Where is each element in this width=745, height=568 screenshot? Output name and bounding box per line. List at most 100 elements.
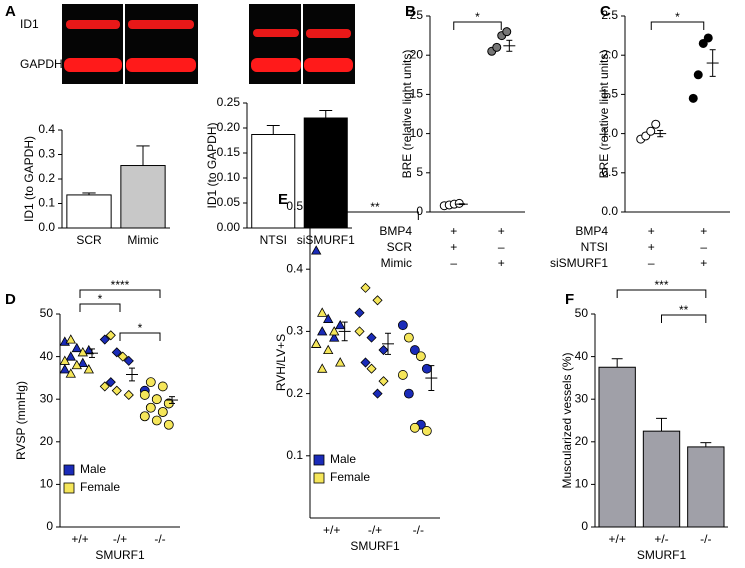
- y-tick-label: 0.2: [286, 386, 303, 400]
- table-row-label: Mimic: [381, 256, 412, 270]
- table-cell: +: [648, 224, 655, 238]
- y-axis-label: RVH/LV+S: [274, 334, 288, 391]
- y-tick-label: 0.10: [217, 170, 241, 184]
- legend-label: Male: [80, 462, 106, 476]
- point: [59, 364, 70, 374]
- y-tick-label: 25: [410, 8, 424, 22]
- y-tick-label: 1.5: [601, 87, 618, 101]
- x-axis-label: SMURF1: [95, 548, 145, 562]
- y-tick-label: 0.3: [286, 324, 303, 338]
- y-tick-label: 0.2: [38, 171, 55, 185]
- legend-swatch: [313, 472, 325, 484]
- x-tick-label: Mimic: [127, 233, 158, 247]
- significance-bracket: [79, 289, 161, 298]
- y-tick-label: 0.25: [217, 95, 241, 109]
- y-tick-label: 2.5: [601, 8, 618, 22]
- x-tick-label: +/-: [654, 532, 668, 546]
- x-tick-label: -/-: [154, 532, 165, 546]
- table-row-label: siSMURF1: [550, 256, 608, 270]
- y-tick-label: 50: [575, 306, 589, 320]
- band: [66, 20, 120, 29]
- significance-bracket: [661, 314, 707, 323]
- table-cell: +: [700, 224, 707, 238]
- x-tick-label: -/+: [113, 532, 127, 546]
- panel-label: F: [565, 291, 574, 308]
- significance-label: *: [138, 321, 143, 335]
- point: [71, 359, 82, 370]
- table-row-label: BMP4: [379, 224, 412, 238]
- table-cell: –: [648, 256, 655, 270]
- legend-swatch: [313, 454, 325, 466]
- band: [64, 58, 122, 72]
- table-cell: +: [450, 224, 457, 238]
- y-tick-label: 10: [410, 126, 424, 140]
- point: [492, 42, 502, 52]
- point: [372, 295, 383, 306]
- bar: [303, 117, 348, 229]
- significance-bracket: [119, 332, 161, 341]
- bar: [251, 134, 296, 229]
- point: [409, 422, 420, 433]
- table-cell: –: [450, 256, 457, 270]
- y-tick-label: 50: [40, 306, 54, 320]
- significance-label: *: [475, 10, 480, 24]
- point: [703, 33, 713, 43]
- y-tick-label: 20: [575, 434, 589, 448]
- y-tick-label: 10: [40, 477, 54, 491]
- y-tick-label: 15: [410, 87, 424, 101]
- y-tick-label: 0.15: [217, 145, 241, 159]
- y-tick-label: 0.20: [217, 120, 241, 134]
- x-tick-label: siSMURF1: [297, 233, 355, 247]
- point: [397, 370, 408, 380]
- point: [311, 338, 322, 348]
- point: [163, 419, 174, 430]
- point: [354, 326, 365, 337]
- panel-label: C: [600, 3, 611, 20]
- point: [311, 245, 322, 255]
- point: [139, 411, 150, 422]
- point: [123, 355, 134, 366]
- panel-label: D: [5, 291, 16, 308]
- panel-label: B: [405, 3, 416, 20]
- point: [415, 351, 426, 362]
- y-tick-label: 0.00: [217, 220, 241, 234]
- point: [421, 426, 432, 436]
- panel-label: E: [278, 191, 288, 208]
- point: [105, 330, 116, 341]
- x-tick-label: -/-: [700, 532, 711, 546]
- table-cell: +: [450, 240, 457, 254]
- table-row-label: NTSI: [581, 240, 608, 254]
- point: [151, 394, 162, 405]
- point: [139, 390, 150, 400]
- point: [151, 415, 162, 426]
- significance-bracket: [331, 211, 419, 220]
- x-tick-label: NTSI: [260, 233, 287, 247]
- point: [145, 377, 156, 388]
- x-tick-label: -/-: [413, 523, 424, 537]
- bar: [66, 194, 112, 229]
- legend-label: Female: [330, 470, 370, 484]
- y-axis-label: BRE (relative light units): [400, 50, 414, 179]
- y-tick-label: 0.5: [601, 165, 618, 179]
- table-cell: +: [648, 240, 655, 254]
- significance-bracket: [650, 21, 705, 30]
- y-tick-label: 5: [416, 165, 423, 179]
- point: [71, 342, 82, 353]
- y-tick-label: 0.4: [286, 261, 303, 275]
- point: [403, 332, 414, 343]
- y-tick-label: 40: [40, 349, 54, 363]
- y-axis-label: BRE (relative light units): [597, 50, 611, 179]
- table-cell: –: [498, 240, 505, 254]
- point: [117, 351, 128, 362]
- x-tick-label: +/+: [71, 532, 88, 546]
- point: [378, 344, 389, 356]
- legend-swatch: [63, 464, 75, 476]
- band: [128, 20, 194, 29]
- point: [105, 377, 116, 388]
- point: [157, 381, 168, 392]
- point: [65, 351, 76, 361]
- y-tick-label: 30: [40, 391, 54, 405]
- point: [360, 282, 371, 293]
- point: [397, 320, 408, 331]
- y-tick-label: 0.1: [286, 448, 303, 462]
